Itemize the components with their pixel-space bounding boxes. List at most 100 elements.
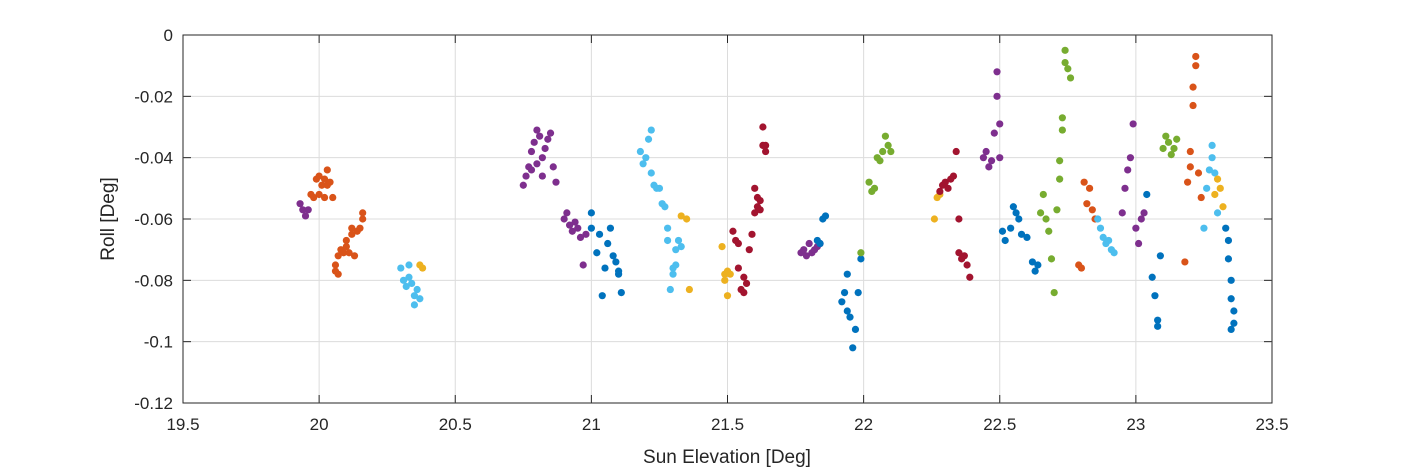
data-point [617, 289, 625, 297]
data-point [683, 215, 691, 223]
data-point [1045, 227, 1053, 235]
data-point [996, 120, 1004, 128]
data-point [647, 169, 655, 177]
data-point [1009, 203, 1017, 211]
data-point [1162, 132, 1170, 140]
data-point [576, 233, 585, 241]
data-point [636, 147, 644, 156]
data-point [674, 236, 683, 245]
data-point [331, 261, 340, 269]
data-point [1126, 154, 1135, 162]
data-point [664, 224, 672, 232]
data-point [1208, 154, 1216, 162]
data-point [756, 197, 764, 205]
data-point [751, 184, 759, 192]
data-point [1164, 138, 1173, 146]
data-point [1061, 59, 1069, 67]
data-point [1118, 209, 1126, 217]
data-point [416, 295, 424, 303]
data-point [342, 243, 350, 251]
data-point [805, 239, 813, 248]
data-point [1031, 267, 1039, 275]
y-tick-label: -0.02 [134, 87, 173, 106]
data-point [530, 138, 538, 146]
data-point [527, 147, 536, 156]
y-tick-label: -0.1 [144, 333, 173, 352]
data-point [1050, 289, 1058, 297]
data-point [296, 200, 304, 208]
data-point [996, 154, 1004, 162]
data-point [1047, 255, 1056, 263]
data-point [647, 126, 655, 134]
data-point [1200, 224, 1208, 232]
data-point [884, 141, 892, 149]
data-point [568, 227, 576, 235]
data-point [655, 184, 664, 192]
data-point [1227, 276, 1235, 284]
data-point [1077, 264, 1086, 272]
data-point [1151, 292, 1159, 300]
data-point [1181, 258, 1189, 266]
data-point [315, 190, 323, 199]
data-point [726, 270, 734, 278]
data-point [402, 282, 410, 291]
data-point [304, 206, 312, 214]
data-point [544, 135, 552, 143]
data-point [1058, 126, 1066, 134]
data-point [405, 261, 413, 269]
data-point [1012, 209, 1020, 217]
data-point [985, 163, 993, 171]
x-tick-label: 20 [310, 415, 329, 434]
data-point [582, 230, 590, 238]
data-point [846, 313, 854, 321]
x-tick-label: 23 [1126, 415, 1145, 434]
data-point [579, 261, 587, 269]
x-tick-label: 20.5 [439, 415, 472, 434]
data-point [993, 92, 1001, 100]
data-point [1134, 239, 1143, 248]
data-point [342, 236, 350, 245]
data-point [1023, 233, 1031, 241]
data-point [762, 141, 770, 149]
data-point [1110, 249, 1118, 257]
data-point [1034, 261, 1042, 269]
data-point [955, 215, 963, 223]
data-point [552, 178, 560, 186]
data-point [587, 224, 595, 232]
data-points [296, 46, 1238, 352]
data-point [1080, 178, 1088, 186]
data-point [410, 301, 419, 309]
data-point [563, 209, 571, 217]
data-point [334, 270, 342, 278]
data-point [1061, 46, 1069, 54]
data-point [672, 246, 680, 254]
data-point [1189, 83, 1197, 91]
data-point [1230, 307, 1238, 315]
data-point [751, 209, 759, 217]
data-point [1211, 190, 1219, 199]
data-point [718, 243, 726, 251]
data-point [538, 154, 546, 162]
data-point [1213, 175, 1222, 183]
data-point [405, 273, 413, 281]
data-point [1173, 135, 1181, 143]
data-point [1184, 178, 1192, 186]
data-point [1053, 206, 1061, 214]
data-point [533, 126, 541, 134]
data-point [413, 285, 421, 294]
data-point [397, 264, 405, 272]
x-axis-label: Sun Elevation [Deg] [643, 447, 811, 468]
data-point [1083, 200, 1091, 208]
data-point [952, 147, 960, 156]
data-point [410, 292, 419, 300]
data-point [615, 267, 623, 275]
data-point [326, 178, 334, 186]
data-point [685, 285, 693, 294]
data-point [734, 239, 742, 248]
data-point [301, 212, 310, 220]
data-point [854, 289, 862, 297]
data-point [843, 307, 851, 315]
data-point [546, 129, 555, 137]
data-point [1222, 224, 1230, 232]
data-point [609, 252, 617, 260]
